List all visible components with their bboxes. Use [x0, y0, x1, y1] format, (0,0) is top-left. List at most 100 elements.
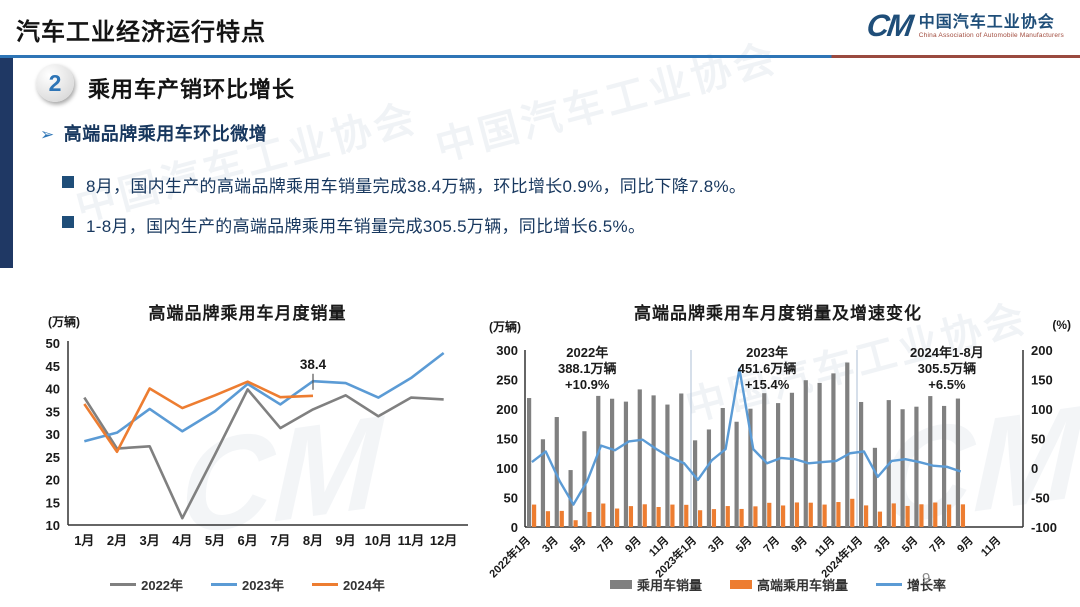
svg-text:50: 50	[504, 491, 518, 506]
svg-text:10月: 10月	[365, 533, 392, 548]
svg-text:0: 0	[511, 520, 518, 535]
section-heading: 乘用车产销环比增长	[88, 77, 296, 102]
page-title: 汽车工业经济运行特点	[16, 19, 266, 46]
combo-chart-canvas: 0 50 100 150 200 250 300 -100 -50 0 50 100 150 200 202…	[486, 343, 1057, 580]
svg-text:3月: 3月	[140, 533, 160, 548]
growth-line	[531, 367, 962, 506]
svg-text:11月: 11月	[812, 534, 837, 559]
bars-高端乘用车销量	[532, 498, 966, 527]
arrow-bullet-icon: ➢	[40, 125, 55, 144]
svg-text:5月: 5月	[567, 534, 588, 555]
legend-swatch	[609, 580, 632, 589]
svg-text:10: 10	[46, 518, 60, 533]
left-axis-unit-label: (万辆)	[489, 320, 521, 334]
chart-title: 高端品牌乘用车月度销量及增速变化	[634, 304, 922, 323]
svg-text:7月: 7月	[595, 534, 616, 555]
caam-logo-mark-icon: CM	[864, 8, 914, 43]
sub-heading: ➢ 高端品牌乘用车环比微增	[40, 120, 267, 146]
svg-text:2022年: 2022年	[566, 345, 608, 360]
svg-text:0: 0	[1031, 461, 1038, 476]
svg-text:100: 100	[496, 461, 518, 476]
svg-text:200: 200	[1031, 343, 1053, 358]
svg-text:250: 250	[496, 373, 518, 388]
header-divider	[0, 55, 1080, 58]
svg-text:388.1万辆: 388.1万辆	[558, 361, 617, 376]
svg-text:+10.9%: +10.9%	[565, 377, 610, 392]
square-bullet-icon	[62, 176, 74, 188]
legend-swatch	[110, 583, 137, 586]
sales-growth-combo-chart: 高端品牌乘用车月度销量及增速变化 (万辆) (%) 0 50 100 150 200 25…	[483, 293, 1073, 598]
y-axis-unit-label: (万辆)	[48, 315, 80, 329]
left-accent-stripe	[0, 58, 13, 268]
bullet-text: 1-8月，国内生产的高端品牌乘用车销量完成305.5万辆，同比增长6.5%。	[86, 217, 646, 236]
svg-text:7月: 7月	[761, 534, 782, 555]
series-2022年	[83, 388, 444, 520]
svg-text:2023年: 2023年	[746, 345, 788, 360]
sub-heading-text: 高端品牌乘用车环比微增	[63, 124, 268, 144]
svg-text:+15.4%: +15.4%	[745, 377, 790, 392]
caam-logo-cn: 中国汽车工业协会	[918, 13, 1055, 31]
svg-text:11月: 11月	[646, 534, 671, 559]
legend-swatch	[729, 580, 752, 589]
svg-text:3月: 3月	[539, 534, 560, 555]
watermark-text: 中国汽车工业协会	[71, 96, 423, 230]
svg-text:5月: 5月	[899, 534, 920, 555]
bullet-item: 8月，国内生产的高端品牌乘用车销量完成38.4万辆，环比增长0.9%，同比下降7…	[62, 172, 746, 197]
svg-text:-50: -50	[1031, 491, 1050, 506]
svg-text:9月: 9月	[788, 534, 809, 555]
caam-logo: CM 中国汽车工业协会 China Association of Automob…	[864, 8, 1064, 44]
svg-text:2022年1月: 2022年1月	[486, 533, 533, 580]
legend-swatch	[876, 583, 902, 586]
svg-text:35: 35	[46, 404, 60, 419]
svg-text:50: 50	[46, 336, 60, 351]
legend-item: 2023年	[211, 575, 284, 594]
svg-text:12月: 12月	[430, 533, 457, 548]
svg-text:100: 100	[1031, 402, 1053, 417]
series-2024年	[83, 380, 314, 454]
svg-text:40: 40	[46, 382, 60, 397]
chart-title: 高端品牌乘用车月度销量	[148, 304, 347, 323]
svg-text:305.5万辆: 305.5万辆	[918, 361, 977, 376]
section-number-badge: 2	[36, 64, 74, 102]
right-axis-unit-label: (%)	[1052, 318, 1071, 332]
bullet-item: 1-8月，国内生产的高端品牌乘用车销量完成305.5万辆，同比增长6.5%。	[62, 212, 645, 237]
svg-text:8月: 8月	[303, 533, 323, 548]
legend-item: 增长率	[876, 575, 946, 594]
watermark-text: 中国汽车工业协会	[431, 36, 783, 170]
svg-text:9月: 9月	[622, 534, 643, 555]
legend-item: 乘用车销量	[609, 575, 702, 594]
bullet-text: 8月，国内生产的高端品牌乘用车销量完成38.4万辆，环比增长0.9%，同比下降7…	[86, 177, 747, 196]
svg-text:3月: 3月	[871, 534, 892, 555]
chart-legend: 2022年 2023年 2024年	[20, 575, 475, 594]
svg-text:3月: 3月	[705, 534, 726, 555]
svg-text:5月: 5月	[205, 533, 225, 548]
svg-text:45: 45	[46, 359, 60, 374]
series-2023年	[84, 351, 445, 443]
point-label: 38.4	[300, 357, 327, 372]
caam-logo-en: China Association of Automobile Manufact…	[918, 31, 1064, 39]
svg-text:7月: 7月	[270, 533, 290, 548]
svg-text:150: 150	[496, 432, 518, 447]
svg-text:300: 300	[496, 343, 518, 358]
svg-text:30: 30	[46, 427, 60, 442]
square-bullet-icon	[62, 216, 74, 228]
svg-text:20: 20	[46, 473, 60, 488]
svg-text:5月: 5月	[733, 534, 754, 555]
legend-item: 2022年	[110, 575, 183, 594]
legend-item: 高端乘用车销量	[729, 575, 848, 594]
svg-text:11月: 11月	[978, 534, 1003, 559]
legend-item: 2024年	[311, 575, 385, 594]
svg-text:11月: 11月	[398, 533, 425, 548]
monthly-sales-line-chart: 高端品牌乘用车月度销量 (万辆) 10 15 20 25 30 35 40 45 50 1月 2月 3…	[20, 293, 475, 598]
svg-text:-100: -100	[1031, 520, 1057, 535]
svg-text:15: 15	[46, 495, 60, 510]
svg-text:451.6万辆: 451.6万辆	[738, 361, 797, 376]
line-chart-canvas: 10 15 20 25 30 35 40 45 50 1月 2月 3月 4月 5月 6月 7月 8月 9月 10月 1…	[46, 336, 468, 548]
svg-text:2月: 2月	[107, 533, 127, 548]
svg-text:1月: 1月	[74, 533, 94, 548]
svg-text:6月: 6月	[238, 533, 258, 548]
